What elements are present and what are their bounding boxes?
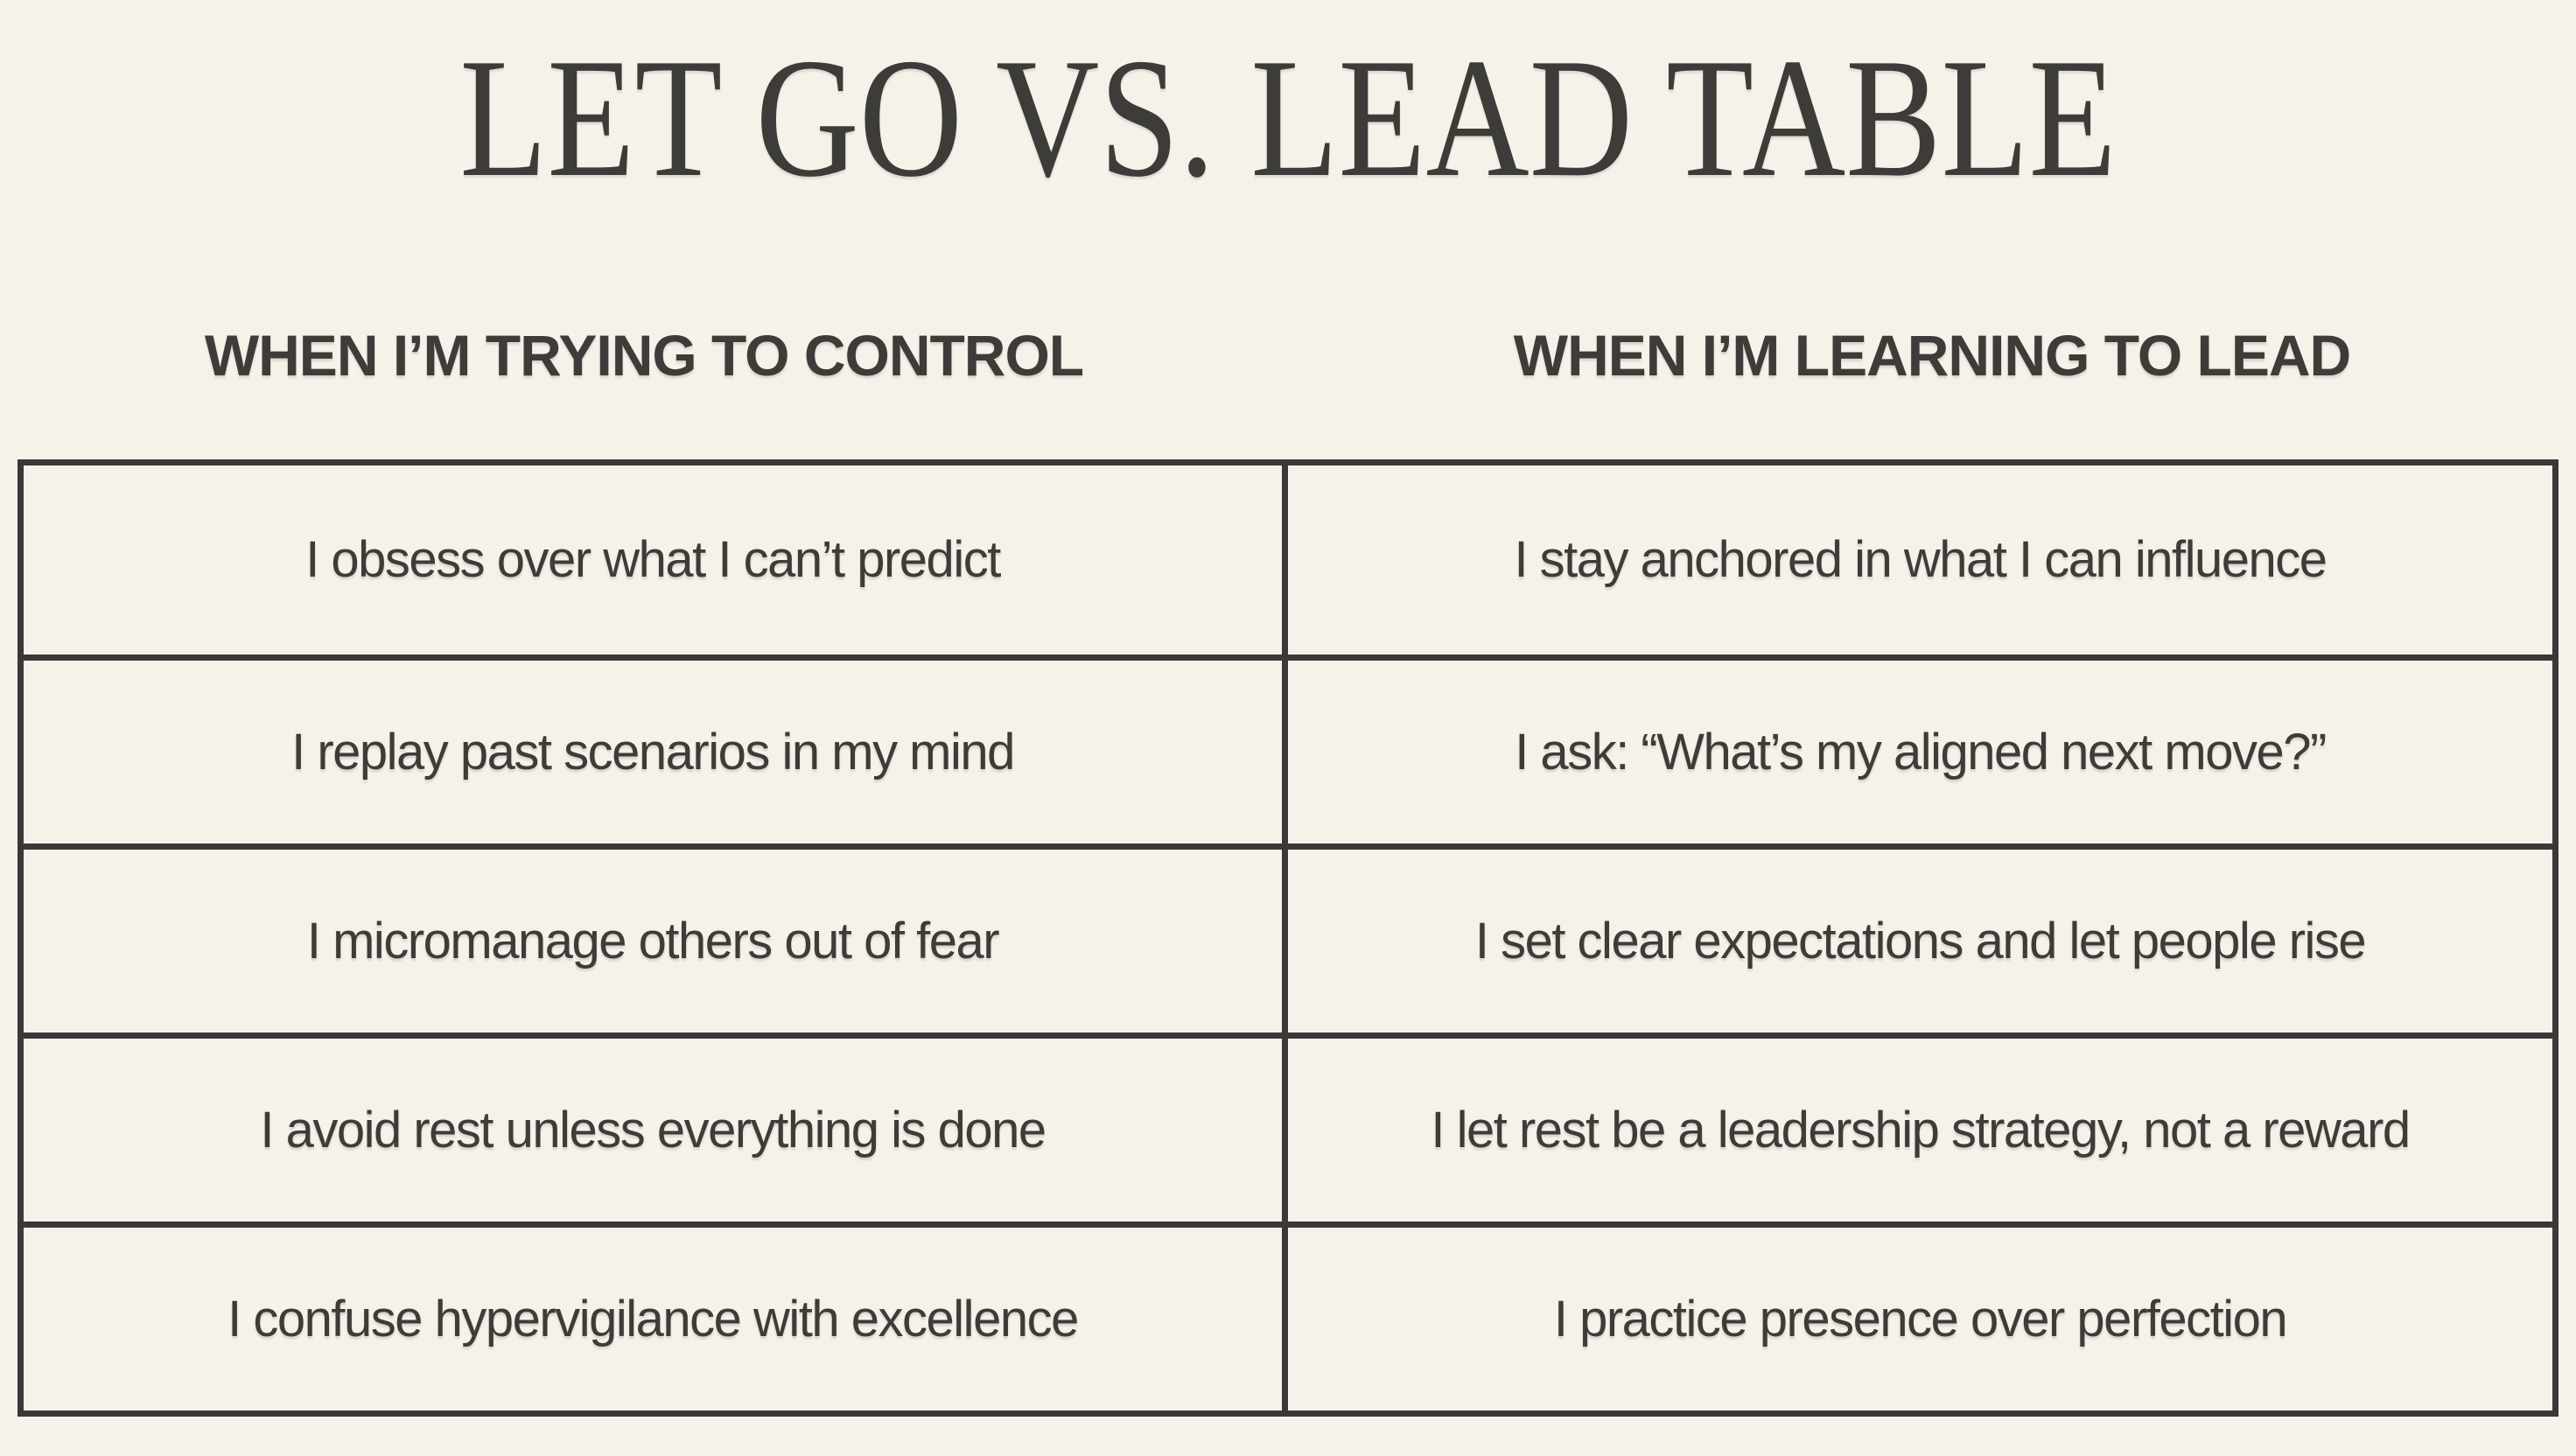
table-cell-lead-4: I let rest be a leadership strategy, not… [1288,1032,2552,1222]
column-headers: WHEN I’M TRYING TO CONTROL WHEN I’M LEAR… [0,326,2576,384]
column-header-lead: WHEN I’M LEARNING TO LEAD [1513,323,2351,388]
column-header-control: WHEN I’M TRYING TO CONTROL [204,323,1084,388]
table-cell-lead-5: I practice presence over perfection [1288,1222,2552,1410]
comparison-table: I obsess over what I can’t predict I sta… [18,459,2558,1417]
table-cell-lead-3: I set clear expectations and let people … [1288,844,2552,1032]
table-cell-lead-1: I stay anchored in what I can influence [1514,531,2328,589]
page: LET GO VS. LEAD TABLE WHEN I’M TRYING TO… [0,33,2576,1417]
table-cell-lead-2: I ask: “What’s my aligned next move?” [1288,654,2552,844]
table-cell-control-5: I confuse hypervigilance with excellence [24,1222,1288,1410]
table-cell-control-4: I avoid rest unless everything is done [24,1032,1288,1222]
table-cell-control-2: I replay past scenarios in my mind [24,654,1288,844]
page-title: LET GO VS. LEAD TABLE [459,24,2117,213]
table-cell-control-3: I micromanage others out of fear [24,844,1288,1032]
table-cell-control-1: I obsess over what I can’t predict [24,466,1288,654]
